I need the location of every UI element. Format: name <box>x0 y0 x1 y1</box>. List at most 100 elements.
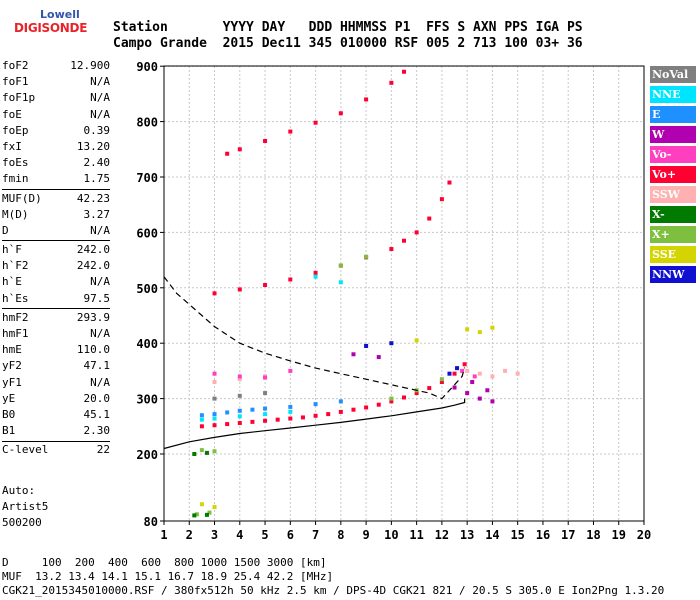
data-point <box>351 407 356 412</box>
data-point <box>490 325 495 330</box>
data-point <box>237 374 242 379</box>
param-value: N/A <box>90 91 110 105</box>
param-row: C-level 22 <box>2 442 110 458</box>
data-point <box>212 396 217 401</box>
x-tick-label: 4 <box>236 528 243 542</box>
data-point <box>263 391 268 396</box>
param-value: 97.5 <box>83 291 111 305</box>
station-header: Station YYYY DAY DDD HHMMSS P1 FFS S AXN… <box>113 20 583 52</box>
data-point <box>237 420 242 425</box>
param-row: h`F 242.0 <box>2 242 110 258</box>
data-point <box>402 395 406 400</box>
param-separator <box>2 440 110 442</box>
y-tick-label: 400 <box>136 337 158 351</box>
param-name: B1 <box>2 424 16 438</box>
data-point <box>192 513 197 518</box>
y-tick-label: 500 <box>136 282 158 296</box>
x-tick-label: 16 <box>536 528 550 542</box>
param-name: hmE <box>2 343 22 357</box>
data-point <box>465 327 470 332</box>
param-name: D <box>2 223 9 237</box>
param-value: 0.39 <box>83 123 111 137</box>
x-tick-label: 3 <box>211 528 218 542</box>
y-tick-label: 900 <box>136 60 158 74</box>
param-name: B0 <box>2 407 16 421</box>
data-point <box>263 138 268 143</box>
data-point <box>465 368 470 373</box>
auto-program: Artist5 <box>2 500 49 513</box>
data-point <box>237 287 242 292</box>
legend-item: X+ <box>650 226 696 243</box>
y-tick-label: 200 <box>136 448 158 462</box>
data-point <box>447 371 452 376</box>
x-tick-label: 17 <box>561 528 575 542</box>
param-name: foEs <box>2 156 29 170</box>
data-point <box>414 230 419 235</box>
data-point <box>250 407 255 412</box>
logo-line1: Lowell <box>40 8 80 21</box>
data-point <box>263 406 268 411</box>
param-name: foE <box>2 107 22 121</box>
param-name: h`E <box>2 275 22 289</box>
param-separator <box>2 308 110 309</box>
param-value: 12.900 <box>70 59 110 72</box>
data-point <box>263 412 268 417</box>
param-row: fxI 13.20 <box>2 139 110 155</box>
data-point <box>472 374 477 379</box>
mup-curve-dashed <box>163 276 466 400</box>
param-name: C-level <box>2 443 49 457</box>
legend-item: W <box>650 126 696 143</box>
data-point <box>288 368 293 373</box>
param-row: foEs 2.40 <box>2 155 110 171</box>
data-point <box>237 147 242 152</box>
x-tick-label: 9 <box>362 528 369 542</box>
plot-frame <box>163 65 645 522</box>
param-row: fmin 1.75 <box>2 171 110 187</box>
scaled-parameters-panel: foF2 12.900 foF1 N/A foF1p N/A foE N/A foEp 0.39 f… <box>2 58 110 459</box>
data-point <box>427 216 432 221</box>
param-row: foF1p N/A <box>2 90 110 106</box>
header-labels: Station YYYY DAY DDD HHMMSS P1 FFS S AXN… <box>113 20 583 35</box>
y-tick-label: 300 <box>136 393 158 407</box>
data-point <box>199 413 204 418</box>
legend-item: X- <box>650 206 696 223</box>
data-point <box>212 371 217 376</box>
data-point <box>199 502 204 507</box>
data-point <box>455 366 460 371</box>
x-tick-label: 14 <box>485 528 499 542</box>
param-row: yE 20.0 <box>2 391 110 407</box>
data-point <box>263 375 268 380</box>
data-point <box>338 280 343 285</box>
data-point <box>225 422 230 427</box>
param-value: 242.0 <box>76 259 110 273</box>
param-value: 1.75 <box>83 172 111 186</box>
data-point <box>288 404 293 409</box>
x-tick-label: 11 <box>409 528 423 542</box>
param-value: 42.23 <box>76 191 110 205</box>
x-tick-label: 7 <box>312 528 319 542</box>
x-tick-label: 20 <box>637 528 651 542</box>
data-point <box>389 341 394 346</box>
param-row: B0 45.1 <box>2 407 110 423</box>
footer-muf: MUF 13.2 13.4 14.1 15.1 16.7 18.9 25.4 4… <box>2 570 334 583</box>
logo-line2: DIGISONDE <box>14 21 88 35</box>
param-row: foF1 N/A <box>2 74 110 90</box>
data-point <box>237 408 242 413</box>
data-point <box>225 151 230 156</box>
data-point <box>462 362 467 367</box>
legend-item: NoVal <box>650 66 696 83</box>
data-point <box>263 283 268 288</box>
param-value: 242.0 <box>76 243 110 257</box>
param-value: 3.27 <box>83 207 111 221</box>
data-point <box>300 415 305 420</box>
param-row: hmF2 293.9 <box>2 310 110 326</box>
param-name: fxI <box>2 139 22 153</box>
data-point <box>237 393 242 398</box>
param-row: yF1 N/A <box>2 375 110 391</box>
param-row: h`F2 242.0 <box>2 258 110 274</box>
data-point <box>288 416 293 421</box>
param-name: h`F <box>2 243 22 257</box>
x-tick-label: 10 <box>384 528 398 542</box>
data-point <box>326 412 331 417</box>
param-separator <box>2 240 110 242</box>
